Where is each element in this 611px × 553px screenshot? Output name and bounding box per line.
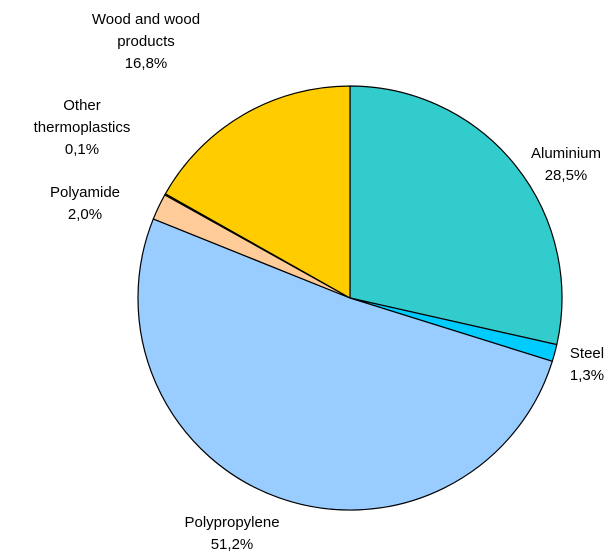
slice-label-line: 2,0% — [68, 206, 102, 223]
slice-label-steel: Steel 1,3% — [570, 345, 604, 384]
slice-label-polypropylene: Polypropylene 51,2% — [184, 514, 279, 553]
slice-label-line: 28,5% — [545, 167, 588, 184]
slice-label-line: Wood and wood — [92, 11, 200, 28]
labels-layer: Aluminium 28,5% Steel 1,3% Polypropylene 51,2… — [34, 11, 604, 553]
pie-slice-aluminium — [349, 85, 563, 346]
slice-label-line: Polypropylene — [184, 514, 279, 531]
slice-label-line: 0,1% — [65, 141, 99, 158]
slice-label-line: Polyamide — [50, 184, 120, 201]
slice-label-line: products — [117, 33, 175, 50]
slice-label-polyamide: Polyamide 2,0% — [50, 184, 120, 223]
slice-label-line: 1,3% — [570, 367, 604, 384]
slice-label-aluminium: Aluminium 28,5% — [531, 145, 601, 184]
slice-label-line: thermoplastics — [34, 119, 131, 136]
slices-layer — [137, 85, 563, 511]
slice-label-wood-and-wood-products: Wood and wood products 16,8% — [92, 11, 200, 72]
slice-label-line: Steel — [570, 345, 604, 362]
pie-slice-polypropylene — [137, 218, 553, 511]
pie-slice-wood-and-wood-products — [164, 85, 351, 299]
slice-label-line: Aluminium — [531, 145, 601, 162]
slice-label-line: 16,8% — [125, 55, 168, 72]
slice-label-other-thermoplastics: Other thermoplastics 0,1% — [34, 97, 131, 158]
slice-label-line: 51,2% — [211, 536, 254, 553]
slice-label-line: Other — [63, 97, 101, 114]
